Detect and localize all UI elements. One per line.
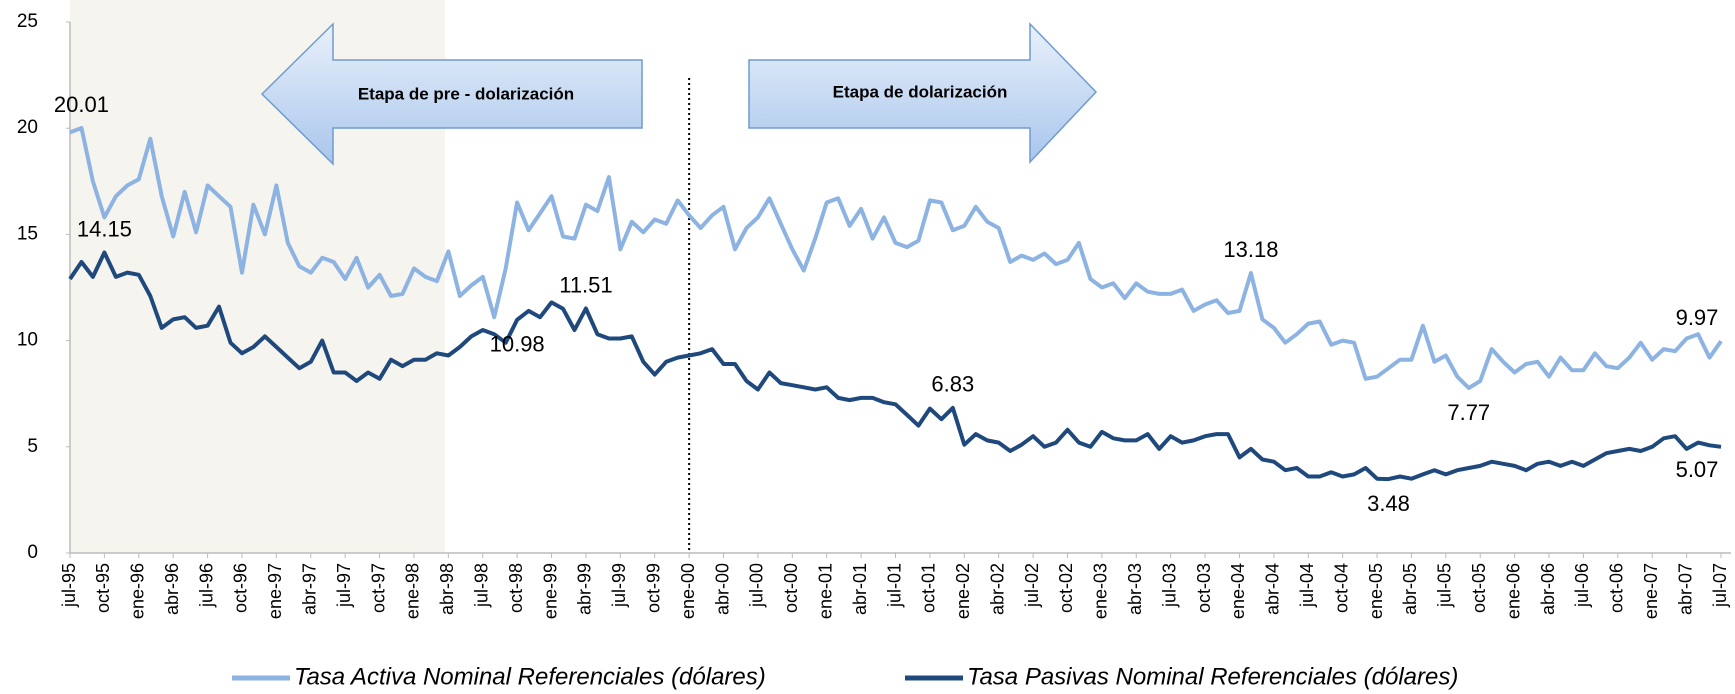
x-tick-label: jul-04 xyxy=(1297,563,1317,608)
x-tick-label: ene-05 xyxy=(1366,563,1386,619)
x-tick-label: abr-99 xyxy=(575,563,595,615)
x-tick-label: abr-98 xyxy=(437,563,457,615)
x-tick-label: ene-97 xyxy=(265,563,285,619)
x-tick-label: jul-00 xyxy=(747,563,767,608)
x-tick-label: jul-07 xyxy=(1710,563,1730,608)
x-tick-label: ene-06 xyxy=(1503,563,1523,619)
x-tick-label: jul-01 xyxy=(884,563,904,608)
data-label: 20.01 xyxy=(54,92,109,117)
y-tick-label: 20 xyxy=(17,117,38,138)
data-label: 9.97 xyxy=(1676,305,1719,330)
x-tick-label: jul-06 xyxy=(1572,563,1592,608)
x-tick-label: abr-06 xyxy=(1538,563,1558,615)
y-tick-label: 15 xyxy=(17,223,38,244)
x-tick-label: abr-02 xyxy=(987,563,1007,615)
data-label: 14.15 xyxy=(77,216,132,241)
x-tick-label: ene-99 xyxy=(540,563,560,619)
x-tick-label: jul-95 xyxy=(59,563,79,608)
x-tick-label: ene-02 xyxy=(953,563,973,619)
x-tick-label: jul-98 xyxy=(472,563,492,608)
arrow-label: Etapa de dolarización xyxy=(833,82,1008,101)
x-tick-label: oct-95 xyxy=(93,563,113,613)
x-tick-label: abr-04 xyxy=(1263,563,1283,615)
x-tick-label: oct-99 xyxy=(643,563,663,613)
data-label: 3.48 xyxy=(1367,491,1410,516)
data-label: 10.98 xyxy=(490,332,545,357)
x-tick-label: abr-05 xyxy=(1400,563,1420,615)
x-tick-label: abr-96 xyxy=(162,563,182,615)
x-tick-label: jul-99 xyxy=(609,563,629,608)
x-tick-label: jul-05 xyxy=(1435,563,1455,608)
y-tick-label: 10 xyxy=(17,330,38,351)
x-tick-label: jul-02 xyxy=(1022,563,1042,608)
y-tick-label: 25 xyxy=(17,11,38,32)
legend-label: Tasa Pasivas Nominal Referenciales (dóla… xyxy=(967,663,1458,690)
x-tick-label: ene-96 xyxy=(128,563,148,619)
x-tick-label: abr-97 xyxy=(300,563,320,615)
chart: Etapa de pre - dolarización Etapa de dol… xyxy=(0,0,1735,694)
x-tick-label: oct-02 xyxy=(1056,563,1076,613)
x-tick-label: abr-03 xyxy=(1125,563,1145,615)
data-label: 11.51 xyxy=(559,272,612,297)
x-tick-label: oct-04 xyxy=(1331,563,1351,613)
x-tick-label: abr-00 xyxy=(712,563,732,615)
x-tick-label: oct-03 xyxy=(1194,563,1214,613)
x-tick-label: oct-96 xyxy=(231,563,251,613)
x-tick-label: oct-98 xyxy=(506,563,526,613)
x-tick-label: ene-98 xyxy=(403,563,423,619)
x-tick-label: abr-07 xyxy=(1675,563,1695,615)
x-tick-label: oct-97 xyxy=(368,563,388,613)
legend-label: Tasa Activa Nominal Referenciales (dólar… xyxy=(294,663,766,690)
x-tick-label: oct-05 xyxy=(1469,563,1489,613)
x-tick-label: ene-04 xyxy=(1228,563,1248,619)
y-tick-label: 5 xyxy=(27,436,38,457)
x-tick-label: oct-00 xyxy=(781,563,801,613)
x-tick-label: abr-01 xyxy=(850,563,870,615)
y-tick-label: 0 xyxy=(27,542,38,563)
x-tick-label: ene-03 xyxy=(1091,563,1111,619)
x-tick-label: jul-97 xyxy=(334,563,354,608)
arrow-label: Etapa de pre - dolarización xyxy=(358,84,574,103)
data-label: 7.77 xyxy=(1447,400,1490,425)
data-label: 6.83 xyxy=(931,372,974,397)
x-tick-label: ene-01 xyxy=(815,563,835,619)
x-tick-label: oct-06 xyxy=(1607,563,1627,613)
x-tick-label: jul-03 xyxy=(1159,563,1179,608)
data-label: 13.18 xyxy=(1223,237,1278,262)
data-label: 5.07 xyxy=(1676,457,1719,482)
x-tick-label: ene-07 xyxy=(1641,563,1661,619)
x-tick-label: ene-00 xyxy=(678,563,698,619)
x-tick-label: jul-96 xyxy=(196,563,216,608)
x-tick-label: oct-01 xyxy=(919,563,939,613)
